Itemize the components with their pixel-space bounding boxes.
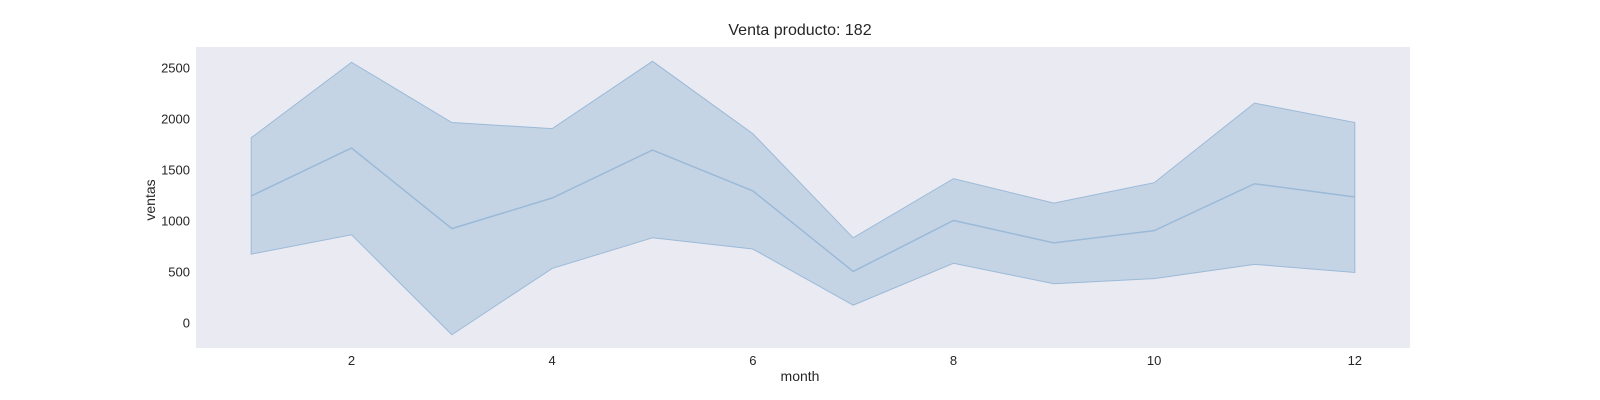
chart-title: Venta producto: 182	[728, 22, 872, 39]
x-tick-label: 10	[1147, 353, 1161, 368]
x-tick-label: 6	[749, 353, 756, 368]
y-tick-label: 1000	[161, 213, 190, 228]
y-tick-label: 500	[168, 264, 190, 279]
y-tick-label: 2500	[161, 60, 190, 75]
x-tick-label: 4	[549, 353, 556, 368]
y-tick-label: 1500	[161, 162, 190, 177]
y-axis-label: ventas	[142, 179, 158, 221]
y-tick-label: 2000	[161, 111, 190, 126]
x-tick-label: 12	[1348, 353, 1362, 368]
x-axis-label: month	[780, 368, 820, 384]
series-line	[250, 147, 1355, 273]
x-tick-label: 2	[348, 353, 355, 368]
confidence-band	[250, 60, 1356, 336]
y-tick-label: 0	[183, 315, 190, 330]
x-tick-label: 8	[950, 353, 957, 368]
